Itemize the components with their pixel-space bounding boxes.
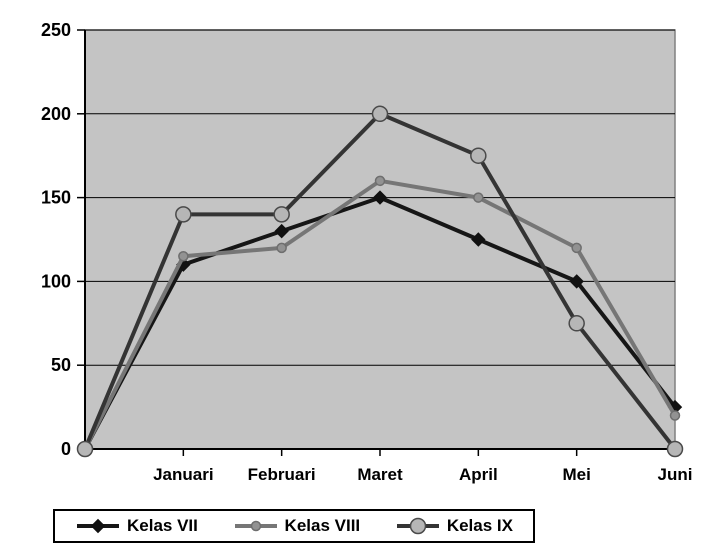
data-point-kelas-ix <box>371 105 389 123</box>
legend-item-kelas-vii: Kelas VII <box>75 516 198 536</box>
x-axis-label: Maret <box>357 465 403 484</box>
y-axis-label: 250 <box>41 20 71 40</box>
data-point-kelas-vii <box>372 190 388 205</box>
data-point-kelas-ix <box>409 517 427 535</box>
data-point-kelas-viii <box>250 520 261 532</box>
data-point-kelas-ix <box>568 315 585 332</box>
legend-label-kelas-ix: Kelas IX <box>446 516 513 535</box>
data-point-kelas-vii <box>569 274 584 289</box>
legend-marker-kelas-vii <box>77 518 119 534</box>
data-point-kelas-viii <box>276 242 287 254</box>
y-axis-label: 100 <box>41 271 71 291</box>
x-axis-label: April <box>459 465 498 484</box>
y-axis-label: 50 <box>51 355 71 375</box>
chart-legend: Kelas VII Kelas VIII Kelas IX <box>53 509 535 543</box>
data-point-kelas-ix <box>76 440 94 458</box>
x-axis-label: Juni <box>658 465 693 484</box>
legend-item-kelas-ix: Kelas IX <box>395 516 513 536</box>
legend-item-kelas-viii: Kelas VIII <box>233 516 361 536</box>
legend-marker-kelas-viii <box>234 520 277 532</box>
plot-area <box>84 29 676 450</box>
y-axis-label: 150 <box>41 188 71 208</box>
data-point-kelas-viii <box>669 410 681 421</box>
data-point-kelas-vii <box>471 232 486 247</box>
data-point-kelas-viii <box>473 192 484 203</box>
data-point-kelas-ix <box>666 440 684 458</box>
legend-marker-kelas-ix <box>396 517 439 535</box>
legend-label-kelas-vii: Kelas VII <box>127 516 198 535</box>
data-point-kelas-viii <box>571 242 582 254</box>
data-point-kelas-vii <box>90 518 106 534</box>
data-point-kelas-viii <box>374 175 386 187</box>
y-axis-label: 200 <box>41 104 71 124</box>
legend-label-kelas-viii: Kelas VIII <box>284 516 361 535</box>
x-axis-label: Februari <box>248 465 316 484</box>
data-point-kelas-ix <box>273 206 290 223</box>
x-axis-label: Januari <box>153 465 213 484</box>
line-chart: 0 50 100 150 200 250 Januari Februari Maret April… <box>41 20 693 484</box>
data-point-kelas-vii <box>274 223 289 239</box>
data-point-kelas-ix <box>175 206 192 223</box>
data-point-kelas-viii <box>178 251 189 262</box>
x-axis-label: Mei <box>562 465 590 484</box>
data-point-kelas-ix <box>470 147 487 164</box>
y-axis-label: 0 <box>61 439 71 459</box>
